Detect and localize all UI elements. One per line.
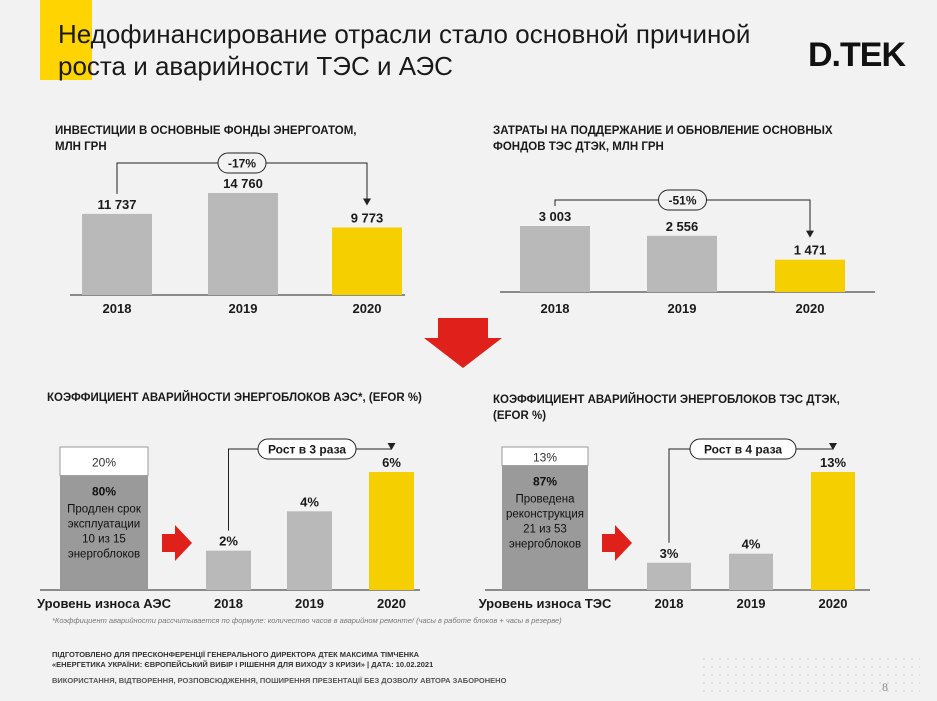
chart3-change-arrowhead-icon: [387, 443, 396, 450]
chart3-category-label-2020: 2020: [377, 596, 406, 611]
chart4-value-label-2019: 4%: [742, 537, 761, 552]
chart3-title-line1: КОЭФФИЦИЕНТ АВАРИЙНОСТИ ЭНЕРГОБЛОКОВ АЭС…: [47, 392, 422, 404]
chart3-wear-note-line: 10 из 15: [82, 534, 126, 546]
chart2-change-arrowhead-icon: [806, 230, 814, 238]
chart4-wear-top-segment: [501, 446, 589, 467]
chart4-wear-top-label: 13%: [533, 450, 557, 464]
footer-prepared-for: ПІДГОТОВЛЕНО ДЛЯ ПРЕСКОНФЕРЕНЦІЇ ГЕНЕРАЛ…: [52, 650, 433, 670]
chart4-title-line1: КОЭФФИЦИЕНТ АВАРИЙНОСТИ ЭНЕРГОБЛОКОВ ТЭС…: [493, 394, 840, 406]
chart1-bar-2018: [82, 213, 152, 295]
chart4-wear-label: Уровень износа ТЭС: [479, 596, 612, 611]
chart1-value-label-2018: 11 737: [97, 197, 136, 212]
chart4-right-arrow-icon: [602, 525, 632, 561]
chart4-category-label-2020: 2020: [819, 596, 848, 611]
chart2-bar-2018: [520, 226, 590, 292]
chart3-efor-aes: 2% 2018 4% 2019 6% 2020 Рост в 3 раза 20% 80% Про…: [37, 438, 420, 611]
decorative-dot-pattern: [700, 655, 920, 695]
chart3-bar-2019: [287, 511, 332, 590]
chart2-category-label-2020: 2020: [796, 301, 825, 316]
chart4-title: КОЭФФИЦИЕНТ АВАРИЙНОСТИ ЭНЕРГОБЛОКОВ ТЭС…: [493, 392, 840, 424]
chart4-value-label-2020: 13%: [820, 455, 846, 470]
chart3-wear-note-line: Продлен срок: [67, 504, 142, 516]
chart1-title-line1: ИНВЕСТИЦИИ В ОСНОВНЫЕ ФОНДЫ ЭНЕРГОАТОМ,: [55, 125, 357, 137]
chart1-value-label-2019: 14 760: [223, 176, 263, 191]
footer-copyright: ВИКОРИСТАННЯ, ВІДТВОРЕННЯ, РОЗПОВСЮДЖЕНН…: [52, 676, 507, 685]
chart2-maintenance-costs-tes: 3 003 2018 2 556 2019 1 471 2020 -51%: [500, 189, 875, 316]
chart1-category-label-2018: 2018: [103, 301, 132, 316]
chart4-wear-note-line: реконструкция: [506, 509, 584, 521]
chart3-bar-2018: [206, 550, 251, 590]
chart1-change-arrowhead-icon: [363, 198, 371, 206]
page-title-line1: Недофинансирование отрасли стало основно…: [58, 19, 751, 49]
chart4-wear-note-line: Проведена: [515, 494, 575, 506]
chart4-bar-2020: [811, 472, 855, 590]
chart1-change-label: -17%: [228, 157, 256, 171]
chart4-value-label-2018: 3%: [660, 546, 679, 561]
chart3-title: КОЭФФИЦИЕНТ АВАРИЙНОСТИ ЭНЕРГОБЛОКОВ АЭС…: [47, 390, 422, 406]
footer-line2: «ЕНЕРГЕТИКА УКРАЇНИ: ЄВРОПЕЙСЬКИЙ ВИБІР …: [52, 660, 434, 669]
chart1-investments-energoatom: 11 737 2018 14 760 2019 9 773 2020 -17%: [70, 152, 405, 316]
chart4-change-label: Рост в 4 раза: [704, 443, 782, 457]
page-number: 8: [882, 680, 888, 694]
page-title-line2: роста и аварийности ТЭС и АЭС: [58, 51, 453, 81]
chart4-bar-2019: [729, 553, 773, 590]
chart1-bar-2019: [208, 193, 278, 295]
page-title: Недофинансирование отрасли стало основно…: [58, 18, 818, 82]
chart2-value-label-2018: 3 003: [539, 209, 572, 224]
chart2-bar-2020: [775, 259, 845, 292]
chart3-change-label: Рост в 3 раза: [268, 443, 346, 457]
chart4-category-label-2018: 2018: [655, 596, 684, 611]
chart1-title-line2: МЛН ГРН: [55, 141, 107, 153]
chart4-wear-bottom-label: 87%: [533, 475, 557, 489]
down-arrow-icon: [424, 318, 502, 368]
chart3-category-label-2018: 2018: [214, 596, 243, 611]
chart1-bar-2020: [332, 227, 402, 295]
chart2-title-line1: ЗАТРАТЫ НА ПОДДЕРЖАНИЕ И ОБНОВЛЕНИЕ ОСНО…: [493, 125, 833, 137]
chart2-category-label-2019: 2019: [668, 301, 697, 316]
footer-line1: ПІДГОТОВЛЕНО ДЛЯ ПРЕСКОНФЕРЕНЦІЇ ГЕНЕРАЛ…: [52, 650, 420, 659]
chart4-bar-2018: [647, 562, 691, 590]
chart4-change-bubble: [689, 438, 797, 460]
chart3-wear-note-line: энергоблоков: [68, 549, 140, 561]
chart3-wear-note-line: эксплуатации: [68, 519, 140, 531]
chart4-title-line2: (EFOR %): [493, 410, 547, 422]
chart3-right-arrow-icon: [162, 525, 192, 561]
chart2-bar-2019: [647, 235, 717, 292]
chart1-category-label-2020: 2020: [353, 301, 382, 316]
chart1-value-label-2020: 9 773: [351, 210, 384, 225]
chart4-change-arrowhead-icon: [829, 443, 837, 450]
chart2-category-label-2018: 2018: [541, 301, 570, 316]
chart1-change-bubble: [217, 152, 267, 174]
chart4-efor-tes-dtek: 3% 2018 4% 2019 13% 2020 Рост в 4 раза 13% 87% Пр…: [479, 438, 870, 611]
chart3-wear-bottom-segment: [60, 475, 148, 590]
chart4-category-label-2019: 2019: [737, 596, 766, 611]
chart1-category-label-2019: 2019: [229, 301, 258, 316]
chart2-change-bubble: [658, 189, 707, 211]
dtek-logo: D.TEK: [808, 36, 906, 74]
chart1-title: ИНВЕСТИЦИИ В ОСНОВНЫЕ ФОНДЫ ЭНЕРГОАТОМ, …: [55, 123, 356, 155]
chart2-value-label-2019: 2 556: [666, 219, 699, 234]
chart3-wear-bottom-label: 80%: [92, 485, 116, 499]
title-accent-bar: [40, 0, 92, 80]
chart4-wear-note-line: энергоблоков: [509, 539, 581, 551]
chart4-wear-note-line: 21 из 53: [523, 524, 567, 536]
footnote: *Коэффициент аварийности рассчитывается …: [52, 616, 562, 625]
chart3-value-label-2019: 4%: [300, 494, 319, 509]
chart4-wear-bottom-segment: [502, 465, 588, 590]
chart3-change-bubble: [257, 438, 357, 460]
chart3-value-label-2020: 6%: [382, 455, 401, 470]
chart2-change-label: -51%: [668, 194, 696, 208]
chart3-wear-top-label: 20%: [92, 455, 116, 469]
chart3-wear-top-segment: [59, 446, 149, 477]
chart2-title: ЗАТРАТЫ НА ПОДДЕРЖАНИЕ И ОБНОВЛЕНИЕ ОСНО…: [493, 123, 833, 155]
chart2-value-label-2020: 1 471: [794, 243, 827, 258]
chart3-bar-2020: [369, 472, 414, 590]
chart2-title-line2: ФОНДОВ ТЭС ДТЭК, МЛН ГРН: [493, 141, 664, 153]
chart3-category-label-2019: 2019: [295, 596, 324, 611]
chart3-value-label-2018: 2%: [219, 534, 238, 549]
chart3-wear-label: Уровень износа АЭС: [37, 596, 172, 611]
